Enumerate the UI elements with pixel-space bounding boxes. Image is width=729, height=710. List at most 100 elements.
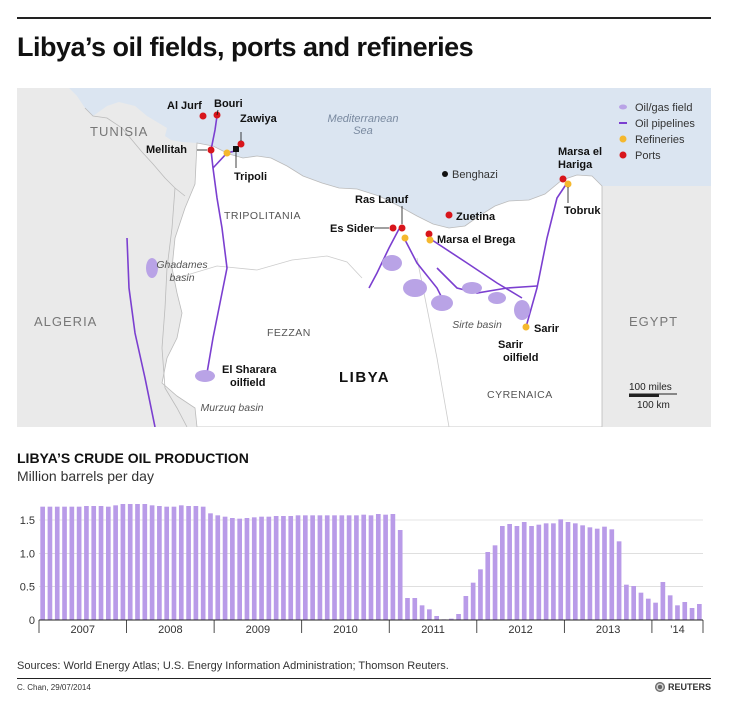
pipeline-sharara-mellitah (206, 149, 228, 374)
bar-19 (178, 505, 184, 620)
bar-61 (485, 552, 491, 620)
bar-34 (288, 516, 294, 620)
field-sirte-1 (382, 255, 402, 271)
bar-16 (157, 506, 162, 620)
basin-label-ghadames-2: basin (169, 272, 194, 284)
bar-78 (609, 529, 615, 620)
region-divider-fezzan (176, 255, 363, 279)
y-tick-label-2: 1.0 (20, 548, 35, 560)
bar-51 (412, 598, 418, 620)
scale-km-label: 100 km (637, 400, 670, 411)
bar-60 (478, 569, 483, 620)
bar-9 (105, 506, 111, 620)
label-zuetina: Zuetina (456, 211, 496, 223)
pipeline-algeria (126, 237, 156, 427)
field-sirte-2 (403, 279, 427, 297)
field-ghadames (146, 258, 158, 278)
sea-label-line-2: Sea (353, 125, 373, 137)
bar-49 (397, 530, 403, 620)
year-label-2: 2009 (246, 624, 270, 636)
bar-13 (135, 504, 140, 620)
scale-km-bar (629, 394, 659, 397)
bar-24 (215, 515, 221, 620)
pipeline-sarir-hariga (525, 182, 568, 328)
port-labels: Al Jurf Bouri Zawiya Mellitah Ras Lanuf … (146, 98, 602, 389)
bar-36 (302, 515, 308, 620)
y-tick-label-3: 1.5 (20, 515, 35, 527)
bar-11 (120, 504, 126, 620)
label-sarir-oilfield-2: oilfield (503, 352, 538, 364)
bar-23 (208, 513, 213, 620)
region-label-fezzan: FEZZAN (267, 327, 311, 339)
year-label-1: 2008 (158, 624, 182, 636)
label-el-sharara-2: oilfield (230, 377, 265, 389)
label-es-sider: Es Sider (330, 223, 375, 235)
page-title: Libya’s oil fields, ports and refineries (17, 32, 474, 62)
bar-4 (69, 506, 75, 620)
bar-89 (689, 608, 695, 620)
bar-62 (492, 545, 498, 620)
legend-label-port: Ports (635, 150, 661, 162)
bar-26 (230, 518, 235, 620)
bar-35 (295, 515, 301, 620)
y-tick-label-1: 0.5 (20, 582, 35, 594)
bar-59 (470, 582, 476, 620)
year-label-6: 2013 (596, 624, 620, 636)
refinery-ras-lanuf (401, 234, 409, 242)
basin-label-ghadames-1: Ghadames (156, 259, 208, 271)
chart-bars (40, 504, 702, 620)
bar-15 (149, 505, 155, 620)
bar-32 (273, 516, 279, 620)
legend-swatch-field (619, 104, 627, 110)
bar-18 (171, 506, 177, 620)
refinery-sarir (522, 323, 530, 331)
region-label-tripolitania: TRIPOLITANIA (224, 210, 301, 222)
bar-47 (383, 514, 388, 620)
label-sarir: Sarir (534, 323, 560, 335)
bar-57 (456, 614, 461, 620)
basin-labels: Ghadames basin Sirte basin Murzuq basin (156, 259, 502, 414)
label-al-jurf: Al Jurf (167, 100, 202, 112)
bar-68 (536, 524, 542, 620)
city-label-benghazi: Benghazi (452, 169, 498, 181)
label-bouri: Bouri (214, 98, 243, 110)
port-marsa-el-hariga (559, 175, 567, 183)
bar-72 (565, 522, 571, 620)
field-sirte-5 (488, 292, 506, 304)
bar-79 (616, 541, 622, 620)
bar-74 (580, 525, 585, 620)
y-tick-label-0: 0 (29, 615, 35, 627)
bar-81 (631, 586, 637, 620)
bar-39 (324, 515, 330, 620)
bar-41 (339, 515, 345, 620)
label-marsa-el-hariga-1: Marsa el (558, 146, 602, 158)
legend-swatch-port (619, 151, 627, 159)
bar-10 (113, 505, 118, 620)
bar-5 (76, 506, 82, 620)
country-label-algeria: ALGERIA (34, 314, 97, 329)
field-sirte-3 (431, 295, 453, 311)
label-el-sharara-1: El Sharara (222, 364, 277, 376)
bar-73 (572, 523, 578, 620)
bar-40 (332, 515, 337, 620)
bar-25 (222, 516, 228, 620)
bar-53 (427, 609, 432, 620)
bar-80 (624, 584, 629, 620)
reuters-logo: REUTERS (654, 682, 711, 692)
bar-54 (434, 616, 440, 620)
field-sharara (195, 370, 215, 382)
bar-3 (62, 506, 67, 620)
bar-69 (543, 523, 549, 620)
chart-subtitle: Million barrels per day (17, 468, 154, 484)
bar-44 (361, 514, 367, 620)
city-label-tripoli: Tripoli (234, 171, 267, 183)
bar-42 (346, 515, 352, 620)
oil-gas-fields (146, 255, 530, 382)
tripoli-marker (233, 146, 239, 152)
year-label-0: 2007 (71, 624, 95, 636)
bar-56 (448, 618, 454, 620)
bar-38 (317, 515, 323, 620)
bar-27 (237, 518, 242, 620)
bar-83 (645, 598, 651, 620)
region-labels: TRIPOLITANIA FEZZAN CYRENAICA (224, 210, 552, 401)
